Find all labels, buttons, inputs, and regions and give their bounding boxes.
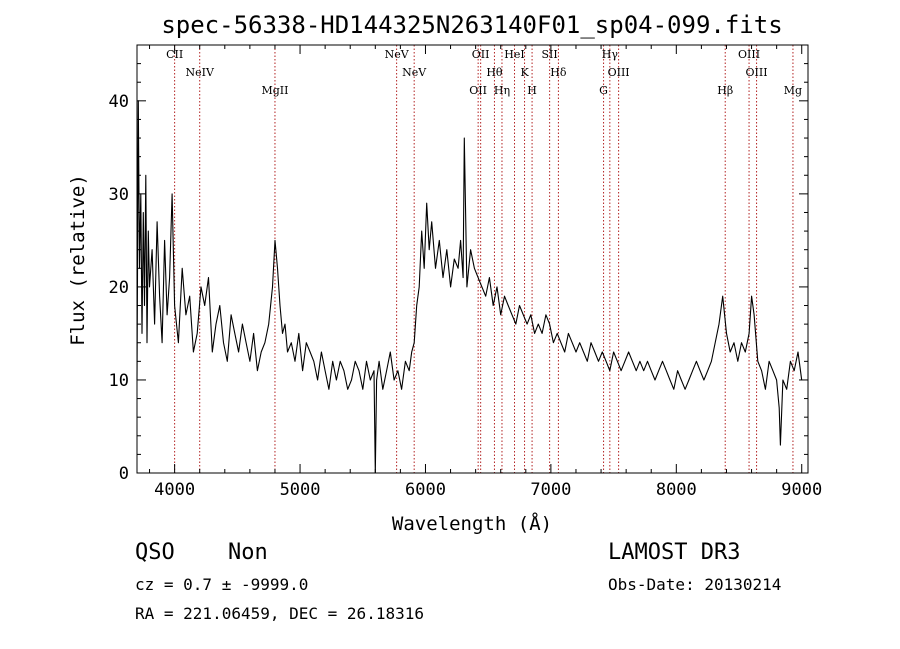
line-marker-label: Hδ xyxy=(550,66,567,79)
line-marker-label: NeV xyxy=(402,66,427,79)
redshift-cz: cz = 0.7 ± -9999.0 xyxy=(135,575,308,594)
line-marker-label: Hη xyxy=(494,84,510,97)
plot-frame xyxy=(136,44,809,474)
y-tick-label: 40 xyxy=(109,92,129,112)
line-marker-label: OII xyxy=(469,84,487,97)
line-marker-label: NeIV xyxy=(185,66,214,79)
x-tick-label: 5000 xyxy=(280,480,321,500)
y-tick-label: 30 xyxy=(109,185,129,205)
y-axis-label: Flux (relative) xyxy=(67,174,89,346)
line-marker-label: OII xyxy=(472,48,490,61)
line-markers xyxy=(174,45,794,473)
ra-dec: RA = 221.06459, DEC = 26.18316 xyxy=(135,604,424,623)
object-subclass: Non xyxy=(228,540,268,565)
line-marker-label: Hθ xyxy=(486,66,503,79)
line-marker-label: G xyxy=(599,84,608,97)
line-marker-label: Hγ xyxy=(602,48,619,61)
x-tick-label: 7000 xyxy=(530,480,571,500)
chart-title: spec-56338-HD144325N263140F01_sp04-099.f… xyxy=(161,11,782,39)
line-marker-label: MgII xyxy=(261,84,288,97)
line-marker-label: OIII xyxy=(738,48,760,61)
line-marker-label: H xyxy=(527,84,537,97)
y-axis-ticks: 0 10 20 30 40 xyxy=(109,63,808,484)
x-tick-label: 6000 xyxy=(405,480,446,500)
object-class: QSO xyxy=(135,540,175,565)
y-tick-label: 0 xyxy=(119,464,129,484)
line-marker-label: SII xyxy=(542,48,558,61)
spectrum-series xyxy=(136,100,803,474)
line-marker-label: HeI xyxy=(504,48,524,61)
observation-date: Obs-Date: 20130214 xyxy=(608,575,781,594)
line-marker-label: OIII xyxy=(746,66,768,79)
line-marker-label: Mg xyxy=(784,84,802,97)
line-marker-label: OIII xyxy=(608,66,630,79)
line-marker-label: K xyxy=(520,66,529,79)
x-tick-label: 8000 xyxy=(656,480,697,500)
y-tick-label: 10 xyxy=(109,371,129,391)
x-axis-label: Wavelength (Å) xyxy=(392,512,552,535)
line-marker-label: NeV xyxy=(385,48,410,61)
spectrum-line xyxy=(136,100,803,474)
line-marker-label: Hβ xyxy=(717,84,733,97)
x-tick-label: 4000 xyxy=(154,480,195,500)
survey-name: LAMOST DR3 xyxy=(608,540,740,565)
x-axis-ticks: 4000 5000 6000 7000 8000 9000 xyxy=(149,45,822,500)
x-tick-label: 9000 xyxy=(781,480,822,500)
y-tick-label: 20 xyxy=(109,278,129,298)
line-marker-label: CII xyxy=(166,48,183,61)
